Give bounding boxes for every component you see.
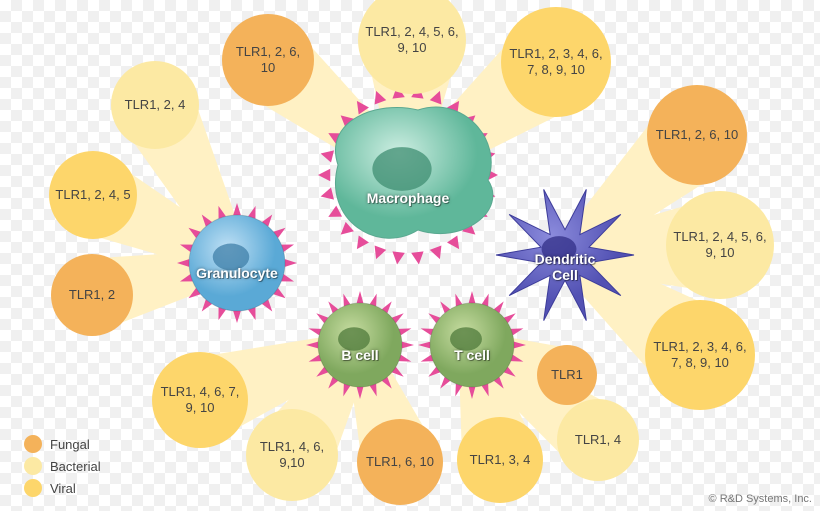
legend-label: Bacterial xyxy=(50,459,101,474)
cell-bcell xyxy=(306,291,414,399)
legend-label: Fungal xyxy=(50,437,90,452)
cell-macrophage xyxy=(318,86,498,265)
cell-granulocyte xyxy=(177,203,297,323)
tlr-bubble: TLR1, 2, 4 xyxy=(111,61,199,149)
tlr-bubble: TLR1, 2, 4, 5, 6, 9, 10 xyxy=(666,191,774,299)
tlr-bubble: TLR1 xyxy=(537,345,597,405)
tlr-bubble: TLR1, 2, 3, 4, 6, 7, 8, 9, 10 xyxy=(645,300,755,410)
tlr-bubble: TLR1, 4, 6, 7, 9, 10 xyxy=(152,352,248,448)
tlr-bubble: TLR1, 2 xyxy=(51,254,133,336)
credit-text: © R&D Systems, Inc. xyxy=(709,493,812,505)
legend-row: Fungal xyxy=(24,435,101,453)
tlr-bubble: TLR1, 4, 6, 9,10 xyxy=(246,409,338,501)
legend-swatch xyxy=(24,479,42,497)
legend-row: Bacterial xyxy=(24,457,101,475)
tlr-bubble: TLR1, 2, 6, 10 xyxy=(647,85,747,185)
legend-label: Viral xyxy=(50,481,76,496)
tlr-bubble: TLR1, 2, 6, 10 xyxy=(222,14,314,106)
tlr-bubble: TLR1, 4 xyxy=(557,399,639,481)
tlr-bubble: TLR1, 2, 4, 5 xyxy=(49,151,137,239)
cell-tcell xyxy=(418,291,526,399)
tlr-bubble: TLR1, 2, 3, 4, 6, 7, 8, 9, 10 xyxy=(501,7,611,117)
cell-dendritic xyxy=(496,189,634,320)
legend-row: Viral xyxy=(24,479,101,497)
legend-swatch xyxy=(24,457,42,475)
tlr-bubble: TLR1, 6, 10 xyxy=(357,419,443,505)
legend-swatch xyxy=(24,435,42,453)
legend: Fungal Bacterial Viral xyxy=(24,431,101,497)
tlr-bubble: TLR1, 3, 4 xyxy=(457,417,543,503)
